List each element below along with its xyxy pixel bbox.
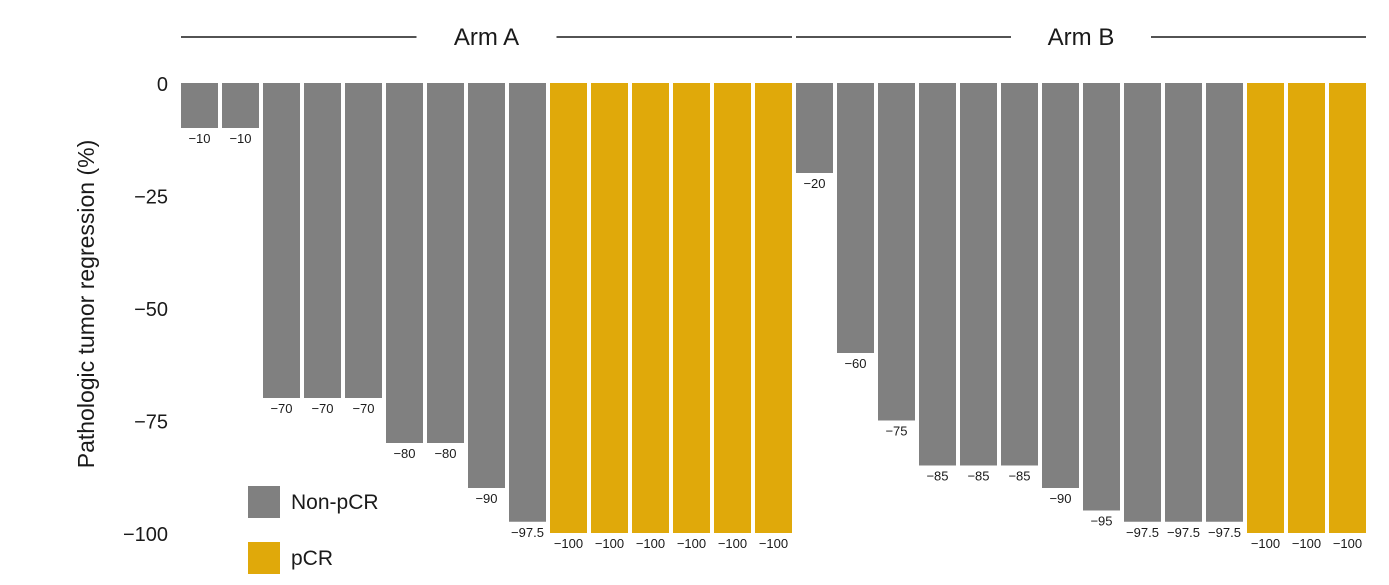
data-label: −20	[803, 176, 825, 191]
data-label: −85	[926, 469, 948, 484]
bar-non-pcr	[427, 83, 464, 443]
legend-label-non-pcr: Non-pCR	[291, 491, 379, 514]
bar-non-pcr	[263, 83, 300, 398]
arm-headers: Arm A Arm B	[181, 24, 1366, 51]
legend-swatch-non-pcr	[248, 486, 280, 518]
bar-non-pcr	[181, 83, 218, 128]
data-label: −85	[967, 469, 989, 484]
bar-pcr	[714, 83, 751, 533]
data-label: −97.5	[1167, 525, 1200, 540]
bar-pcr	[673, 83, 710, 533]
data-label: −100	[759, 536, 788, 551]
y-tick-label: −100	[123, 524, 168, 546]
bar-pcr	[550, 83, 587, 533]
data-label: −100	[595, 536, 624, 551]
legend: Non-pCR pCR	[248, 486, 379, 574]
data-label: −80	[434, 446, 456, 461]
y-tick-label: −25	[134, 187, 168, 209]
data-label: −80	[393, 446, 415, 461]
bar-non-pcr	[1001, 83, 1038, 466]
bar-non-pcr	[1124, 83, 1161, 522]
data-label: −97.5	[511, 525, 544, 540]
data-label: −97.5	[1208, 525, 1241, 540]
bar-non-pcr	[468, 83, 505, 488]
bar-non-pcr	[509, 83, 546, 522]
bar-non-pcr	[1206, 83, 1243, 522]
bar-pcr	[1288, 83, 1325, 533]
data-label: −97.5	[1126, 525, 1159, 540]
y-axis-label: Pathologic tumor regression (%)	[73, 140, 99, 469]
data-label: −70	[352, 401, 374, 416]
data-label: −95	[1090, 514, 1112, 529]
bar-pcr	[755, 83, 792, 533]
bar-non-pcr	[345, 83, 382, 398]
bar-non-pcr	[837, 83, 874, 353]
data-label: −10	[188, 131, 210, 146]
data-label: −70	[270, 401, 292, 416]
y-tick-label: −75	[134, 412, 168, 434]
data-label: −100	[718, 536, 747, 551]
data-label: −90	[475, 491, 497, 506]
bar-pcr	[1329, 83, 1366, 533]
bar-non-pcr	[1165, 83, 1202, 522]
data-label: −100	[677, 536, 706, 551]
data-label: −10	[229, 131, 251, 146]
y-tick-label: 0	[157, 74, 168, 96]
bar-non-pcr	[304, 83, 341, 398]
bar-non-pcr	[386, 83, 423, 443]
y-tick-label: −50	[134, 299, 168, 321]
data-label: −100	[554, 536, 583, 551]
data-label: −90	[1049, 491, 1071, 506]
bar-non-pcr	[222, 83, 259, 128]
bars	[181, 83, 1366, 533]
data-label: −100	[1292, 536, 1321, 551]
bar-non-pcr	[878, 83, 915, 421]
arm-header-title: Arm B	[1048, 24, 1115, 51]
data-labels: −10 −10 −70 −70 −70 −80 −80 −90 −97.5 −100 −100 −10…	[188, 131, 1362, 551]
data-label: −70	[311, 401, 333, 416]
legend-label-pcr: pCR	[291, 547, 333, 570]
data-label: −85	[1008, 469, 1030, 484]
data-label: −75	[885, 424, 907, 439]
bar-pcr	[591, 83, 628, 533]
data-label: −100	[1333, 536, 1362, 551]
bar-non-pcr	[796, 83, 833, 173]
data-label: −100	[636, 536, 665, 551]
legend-swatch-pcr	[248, 542, 280, 574]
bar-pcr	[1247, 83, 1284, 533]
data-label: −100	[1251, 536, 1280, 551]
y-axis: 0 −25 −50 −75 −100	[123, 74, 168, 546]
bar-non-pcr	[1083, 83, 1120, 511]
bar-non-pcr	[960, 83, 997, 466]
data-label: −60	[844, 356, 866, 371]
arm-header-title: Arm A	[454, 24, 519, 51]
bar-non-pcr	[919, 83, 956, 466]
bar-non-pcr	[1042, 83, 1079, 488]
bar-pcr	[632, 83, 669, 533]
